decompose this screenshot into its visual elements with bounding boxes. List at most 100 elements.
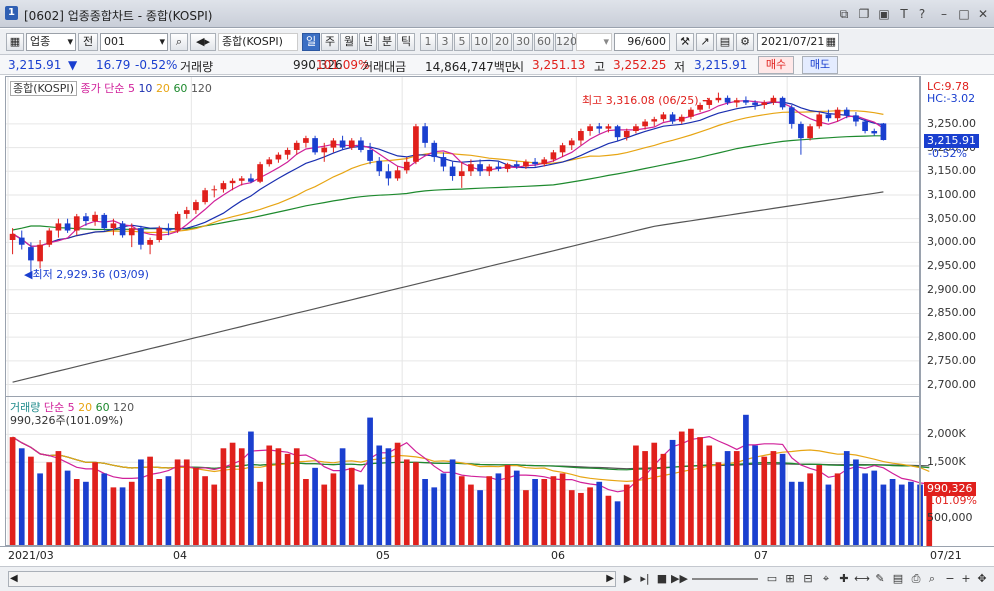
candle-body (211, 189, 218, 191)
print-icon[interactable]: ⎙ (911, 572, 921, 585)
candles (9, 92, 887, 277)
volume-averages (12, 435, 930, 493)
tab-period-month[interactable]: 월 (340, 33, 358, 51)
volume-bar (853, 459, 859, 546)
candle-body (733, 100, 740, 103)
interval-30[interactable]: 30 (513, 33, 533, 51)
copy-icon[interactable]: ❐ (858, 7, 870, 21)
date-input[interactable]: 2021/07/21 ▦ (757, 33, 839, 51)
candle-body (880, 123, 887, 141)
horizontal-scrollbar[interactable]: ◀ ▶ (8, 571, 616, 587)
layout-icon[interactable]: ⊞ (785, 572, 795, 585)
prev-button[interactable]: 전 (78, 33, 98, 51)
search-icon[interactable]: ⌕ (928, 572, 936, 585)
minimize-icon[interactable]: – (941, 7, 947, 21)
candle-body (55, 223, 62, 231)
price-legend-ma-label: 종가 단순 (80, 82, 125, 95)
help-icon[interactable]: ? (918, 7, 926, 21)
measure-icon[interactable]: ⟷ (854, 572, 870, 585)
candle-body (266, 159, 273, 165)
cursor-icon[interactable]: ⌖ (822, 572, 830, 585)
low-value: 3,215.91 (694, 58, 748, 72)
speed-slider[interactable] (692, 578, 758, 580)
interval-60[interactable]: 60 (534, 33, 554, 51)
name-field: 종합(KOSPI) (218, 33, 298, 51)
pane-divider[interactable] (5, 396, 920, 397)
low-label: 저 (674, 60, 686, 74)
maximize-icon[interactable]: □ (958, 7, 970, 21)
candle-body (293, 142, 300, 150)
step-forward-icon[interactable]: ▸| (640, 572, 650, 585)
draw-icon[interactable]: ✎ (875, 572, 885, 585)
candle-body (550, 152, 557, 160)
grid-icon[interactable]: ▦ (6, 33, 24, 51)
zoom-out-icon[interactable]: − (945, 572, 955, 585)
interval-20[interactable]: 20 (492, 33, 512, 51)
market-select-value: 업종 (30, 35, 51, 48)
scroll-left-icon[interactable]: ◀ (10, 573, 18, 584)
save-icon[interactable]: ▤ (716, 33, 734, 51)
scroll-right-icon[interactable]: ▶ (606, 573, 614, 584)
volume-bar (513, 470, 520, 546)
speaker-icon[interactable]: ◀▸ (190, 33, 216, 51)
volume-bar (862, 473, 868, 546)
pan-icon[interactable]: ✥ (977, 572, 987, 585)
interval-1[interactable]: 1 (420, 33, 436, 51)
volume-bar (9, 437, 16, 546)
tab-period-tick[interactable]: 틱 (397, 33, 415, 51)
indicator-icon[interactable]: ⚒ (676, 33, 694, 51)
interval-10[interactable]: 10 (471, 33, 491, 51)
capture-icon[interactable]: ▣ (878, 7, 890, 21)
volume-bar (394, 442, 401, 546)
candle-body (779, 97, 786, 108)
interval-3[interactable]: 3 (437, 33, 453, 51)
volume-bar (788, 481, 795, 546)
candle-body (376, 160, 383, 172)
interval-120[interactable]: 120 (555, 33, 577, 51)
tab-period-day[interactable]: 일 (302, 33, 320, 51)
vol-legend-ma60: 60 (95, 401, 110, 414)
stop-icon[interactable]: ■ (656, 572, 668, 585)
tab-period-week[interactable]: 주 (321, 33, 339, 51)
chevron-down-icon: ▾ (603, 35, 609, 48)
volume-bar (898, 484, 905, 546)
candle-body (651, 119, 658, 122)
fast-forward-icon[interactable]: ▶▶ (671, 572, 688, 585)
close-icon[interactable]: ✕ (977, 7, 989, 21)
count-input[interactable]: 96/600 (614, 33, 670, 51)
gear-icon[interactable]: ⚙ (736, 33, 754, 51)
zoom-in-icon[interactable]: + (961, 572, 971, 585)
volume-bar (440, 473, 447, 546)
volume-ma20-line (12, 436, 930, 483)
candle-body (596, 126, 603, 129)
volume-bar (220, 448, 227, 546)
window-title: [0602] 업종종합차트 - 종합(KOSPI) (24, 9, 213, 23)
buy-button[interactable]: 매수 (758, 56, 794, 74)
candle-body (28, 247, 34, 261)
play-icon[interactable]: ▶ (623, 572, 633, 585)
toolbar: ▦ 업종 ▾ 전 001 ▾ ⌕ ◀▸ 종합(KOSPI) 일 주 월 년 분 틱 … (0, 29, 994, 55)
custom-interval[interactable]: ▾ (576, 33, 612, 51)
link-icon[interactable]: ⧉ (839, 7, 849, 21)
tab-period-year[interactable]: 년 (359, 33, 377, 51)
split-icon[interactable]: ⊟ (803, 572, 813, 585)
volume-bar (889, 479, 896, 546)
crosshair-icon[interactable]: ✚ (839, 572, 849, 585)
candle-body (348, 140, 355, 148)
font-icon[interactable]: T (900, 7, 908, 21)
sell-button[interactable]: 매도 (802, 56, 838, 74)
table-icon[interactable]: ▤ (892, 572, 904, 585)
drawing-icon[interactable]: ↗ (696, 33, 714, 51)
low-annotation: ◀최저 2,929.36 (03/09) (24, 266, 149, 282)
market-select[interactable]: 업종 ▾ (26, 33, 76, 51)
volume-bar (743, 414, 749, 546)
interval-5[interactable]: 5 (454, 33, 470, 51)
volume-ma5-line (12, 435, 930, 493)
tab-period-minute[interactable]: 분 (378, 33, 396, 51)
code-input[interactable]: 001 ▾ (100, 33, 168, 51)
volume-bar (880, 484, 887, 546)
search-icon[interactable]: ⌕ (170, 33, 188, 51)
zoom-fit-icon[interactable]: ▭ (766, 572, 778, 585)
volume-bar (798, 481, 804, 546)
chart-area[interactable]: 종합(KOSPI) 종가 단순 5 10 20 60 120 최고 3,316.… (0, 76, 994, 546)
